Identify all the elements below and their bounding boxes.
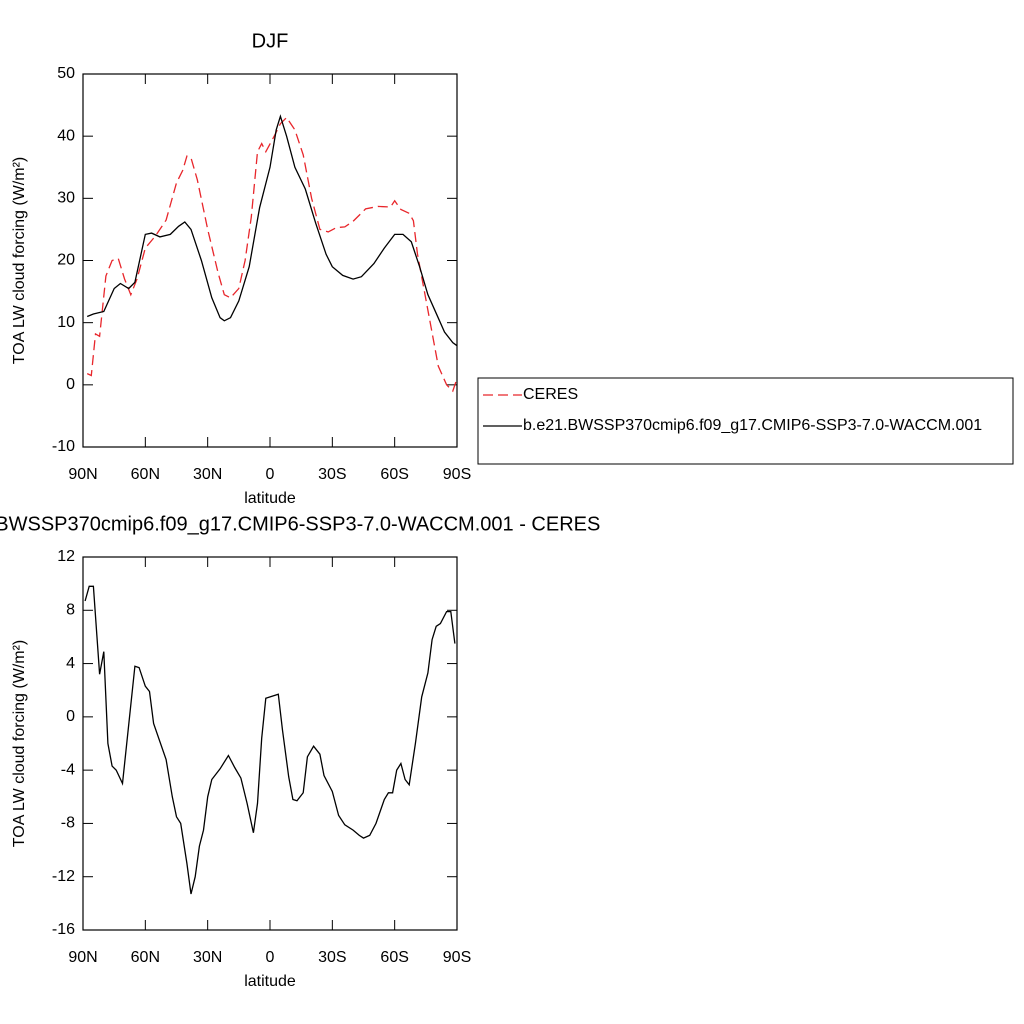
y-tick-label: 40: [57, 127, 75, 144]
y-tick-label: 30: [57, 190, 75, 207]
chart-title: b.e21.BWSSP370cmip6.f09_g17.CMIP6-SSP3-7…: [0, 513, 600, 535]
x-tick-label: 60N: [131, 949, 160, 966]
y-axis-label: TOA LW cloud forcing (W/m²): [11, 157, 28, 364]
plot-frame: [82, 73, 458, 448]
x-tick-label: 60S: [380, 949, 408, 966]
legend-label: CERES: [523, 386, 578, 403]
data-line: [86, 114, 458, 347]
x-tick-label: 90S: [443, 466, 471, 483]
x-tick-label: 90N: [68, 949, 97, 966]
y-tick-label: 20: [57, 252, 75, 269]
x-tick-label: 30S: [318, 466, 346, 483]
x-axis-label: latitude: [244, 490, 296, 507]
y-tick-label: 4: [66, 655, 75, 672]
data-line: [86, 116, 458, 393]
x-tick-label: 0: [266, 466, 275, 483]
y-tick-label: -10: [52, 438, 75, 455]
x-tick-label: 30N: [193, 949, 222, 966]
y-tick-label: 12: [57, 548, 75, 565]
y-tick-label: -16: [52, 921, 75, 938]
x-tick-label: 90S: [443, 949, 471, 966]
y-tick-label: 10: [57, 314, 75, 331]
legend-label: b.e21.BWSSP370cmip6.f09_g17.CMIP6-SSP3-7…: [523, 417, 982, 434]
chart-title: DJF: [252, 30, 289, 52]
x-tick-label: 60N: [131, 466, 160, 483]
y-axis-label: TOA LW cloud forcing (W/m²): [11, 640, 28, 847]
y-tick-label: -4: [61, 761, 75, 778]
y-tick-label: -8: [61, 815, 75, 832]
y-tick-label: -12: [52, 868, 75, 885]
data-line: [84, 585, 456, 895]
x-tick-label: 0: [266, 949, 275, 966]
x-tick-label: 30S: [318, 949, 346, 966]
x-tick-label: 30N: [193, 466, 222, 483]
y-tick-label: 0: [66, 708, 75, 725]
x-axis-label: latitude: [244, 973, 296, 990]
y-tick-label: 8: [66, 602, 75, 619]
legend-box: [477, 377, 1014, 465]
plot-frame: [82, 556, 458, 931]
x-tick-label: 90N: [68, 466, 97, 483]
x-tick-label: 60S: [380, 466, 408, 483]
y-tick-label: 0: [66, 376, 75, 393]
y-tick-label: 50: [57, 65, 75, 82]
